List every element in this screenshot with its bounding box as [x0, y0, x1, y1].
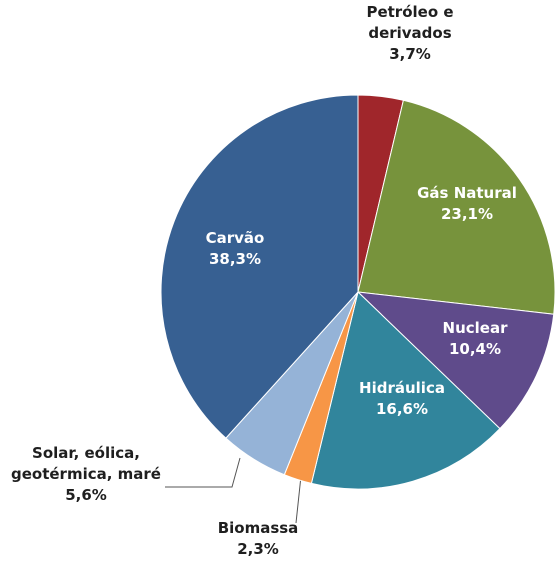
slice-label: Petróleo e derivados 3,7%: [350, 2, 470, 65]
slice-label: Nuclear 10,4%: [415, 318, 535, 360]
pie-slice: [160, 94, 359, 439]
pie-slice: [357, 99, 556, 315]
category-name: Biomassa: [217, 519, 299, 537]
leader-line: [165, 457, 241, 488]
slice-label: Biomassa 2,3%: [198, 518, 318, 560]
slice-label: Gás Natural 23,1%: [397, 183, 537, 225]
value-label: 5,6%: [65, 486, 107, 504]
slice-label: Hidráulica 16,6%: [342, 378, 462, 420]
value-label: 38,3%: [208, 250, 262, 268]
category-name: Nuclear: [442, 319, 508, 337]
category-name: Solar, eólica, geotérmica, maré: [11, 444, 161, 483]
pie-slice: [356, 291, 555, 430]
value-label: 2,3%: [237, 540, 279, 558]
leader-line: [295, 475, 302, 524]
category-name: Hidráulica: [359, 379, 445, 397]
slice-label: Carvão 38,3%: [175, 228, 295, 270]
category-name: Carvão: [205, 229, 265, 247]
pie-slice: [310, 291, 501, 490]
category-name: Petróleo e derivados: [366, 3, 454, 42]
value-label: 23,1%: [440, 205, 494, 223]
category-name: Gás Natural: [417, 184, 517, 202]
slice-label: Solar, eólica, geotérmica, maré 5,6%: [0, 443, 174, 506]
value-label: 3,7%: [389, 45, 431, 63]
value-label: 10,4%: [448, 340, 502, 358]
value-label: 16,6%: [375, 400, 429, 418]
